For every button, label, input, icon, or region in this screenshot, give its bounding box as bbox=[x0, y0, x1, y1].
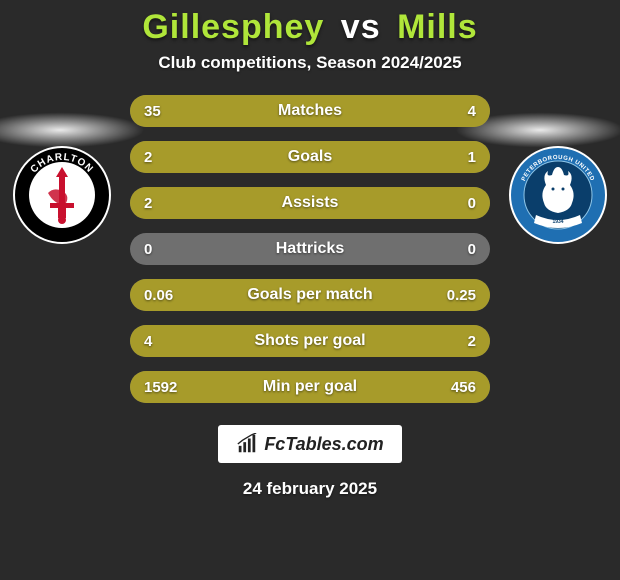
svg-text:1934: 1934 bbox=[552, 219, 563, 225]
vs-label: vs bbox=[341, 8, 381, 46]
bar-value-right: 0.25 bbox=[447, 279, 476, 311]
bar-value-left: 2 bbox=[144, 141, 152, 173]
bar-value-left: 2 bbox=[144, 187, 152, 219]
bar-value-left: 1592 bbox=[144, 371, 177, 403]
bar-fill-left bbox=[130, 187, 490, 219]
bar-value-left: 4 bbox=[144, 325, 152, 357]
bar-value-left: 0 bbox=[144, 233, 152, 265]
player2-name: Mills bbox=[397, 8, 478, 46]
stat-bar: 1592456Min per goal bbox=[130, 371, 490, 403]
main-row: CHARLTON ATHLETIC 354Matches21Goals20Ass… bbox=[0, 95, 620, 403]
bar-value-left: 0.06 bbox=[144, 279, 173, 311]
stat-bar: 0.060.25Goals per match bbox=[130, 279, 490, 311]
page-title: Gillesphey vs Mills bbox=[142, 8, 477, 47]
bar-fill-left bbox=[130, 141, 339, 173]
bar-value-left: 35 bbox=[144, 95, 161, 127]
peterborough-badge-icon: 1934 PETERBOROUGH UNITED bbox=[508, 145, 608, 245]
club-badge-right: 1934 PETERBOROUGH UNITED bbox=[508, 145, 608, 245]
brand-text: FcTables.com bbox=[264, 434, 383, 455]
bar-value-right: 4 bbox=[468, 95, 476, 127]
club-badge-left: CHARLTON ATHLETIC bbox=[12, 145, 112, 245]
date-label: 24 february 2025 bbox=[243, 479, 377, 499]
player1-name: Gillesphey bbox=[142, 8, 324, 46]
bar-fill-right bbox=[443, 95, 490, 127]
stat-bars: 354Matches21Goals20Assists00Hattricks0.0… bbox=[130, 95, 490, 403]
bar-fill-left bbox=[130, 325, 339, 357]
bar-value-right: 0 bbox=[468, 233, 476, 265]
bar-value-right: 456 bbox=[451, 371, 476, 403]
bar-fill-left bbox=[130, 95, 443, 127]
stat-bar: 42Shots per goal bbox=[130, 325, 490, 357]
stat-bar: 0 0Hattricks bbox=[130, 233, 490, 265]
bar-label: Hattricks bbox=[130, 233, 490, 265]
stat-bar: 21Goals bbox=[130, 141, 490, 173]
stat-bar: 354Matches bbox=[130, 95, 490, 127]
stat-bar: 20Assists bbox=[130, 187, 490, 219]
brand-box: FcTables.com bbox=[218, 425, 401, 463]
bar-value-right: 0 bbox=[468, 187, 476, 219]
chart-icon bbox=[236, 433, 258, 455]
comparison-card: Gillesphey vs Mills Club competitions, S… bbox=[0, 0, 620, 580]
charlton-badge-icon: CHARLTON ATHLETIC bbox=[12, 145, 112, 245]
subtitle: Club competitions, Season 2024/2025 bbox=[158, 53, 461, 73]
bar-value-right: 1 bbox=[468, 141, 476, 173]
bar-value-right: 2 bbox=[468, 325, 476, 357]
